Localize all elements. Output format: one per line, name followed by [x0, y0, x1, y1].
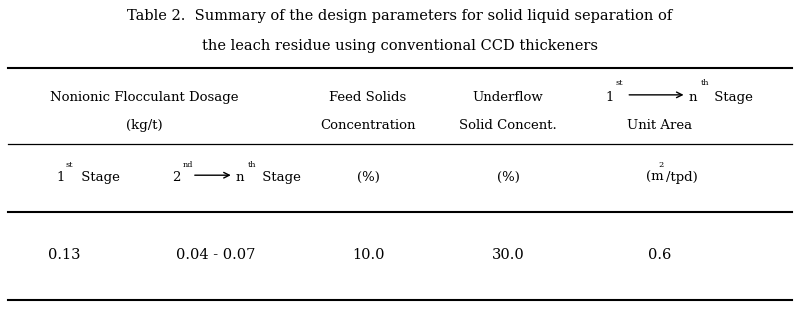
Text: 1: 1: [606, 91, 614, 104]
Text: Table 2.  Summary of the design parameters for solid liquid separation of: Table 2. Summary of the design parameter…: [127, 9, 673, 23]
Text: Stage: Stage: [710, 91, 754, 104]
Text: (kg/t): (kg/t): [126, 119, 162, 132]
Text: Feed Solids: Feed Solids: [330, 91, 406, 104]
Text: /tpd): /tpd): [666, 171, 698, 184]
Text: 0.04 - 0.07: 0.04 - 0.07: [176, 248, 256, 262]
Text: n: n: [689, 91, 698, 104]
Text: 2: 2: [658, 161, 664, 169]
Text: 10.0: 10.0: [352, 248, 384, 262]
Text: 2: 2: [172, 171, 180, 184]
Text: Solid Concent.: Solid Concent.: [459, 119, 557, 132]
Text: Nonionic Flocculant Dosage: Nonionic Flocculant Dosage: [50, 91, 238, 104]
Text: nd: nd: [182, 161, 193, 169]
Text: (%): (%): [497, 171, 519, 184]
Text: 1: 1: [56, 171, 64, 184]
Text: th: th: [701, 79, 710, 87]
Text: the leach residue using conventional CCD thickeners: the leach residue using conventional CCD…: [202, 39, 598, 53]
Text: 0.6: 0.6: [648, 248, 672, 262]
Text: st: st: [66, 161, 73, 169]
Text: 0.13: 0.13: [48, 248, 80, 262]
Text: 30.0: 30.0: [492, 248, 524, 262]
Text: th: th: [248, 161, 257, 169]
Text: Stage: Stage: [77, 171, 120, 184]
Text: n: n: [236, 171, 245, 184]
Text: (m: (m: [646, 171, 663, 184]
Text: (%): (%): [357, 171, 379, 184]
Text: Stage: Stage: [258, 171, 302, 184]
Text: Underflow: Underflow: [473, 91, 543, 104]
Text: st: st: [615, 79, 622, 87]
Text: Concentration: Concentration: [320, 119, 416, 132]
Text: Unit Area: Unit Area: [627, 119, 693, 132]
